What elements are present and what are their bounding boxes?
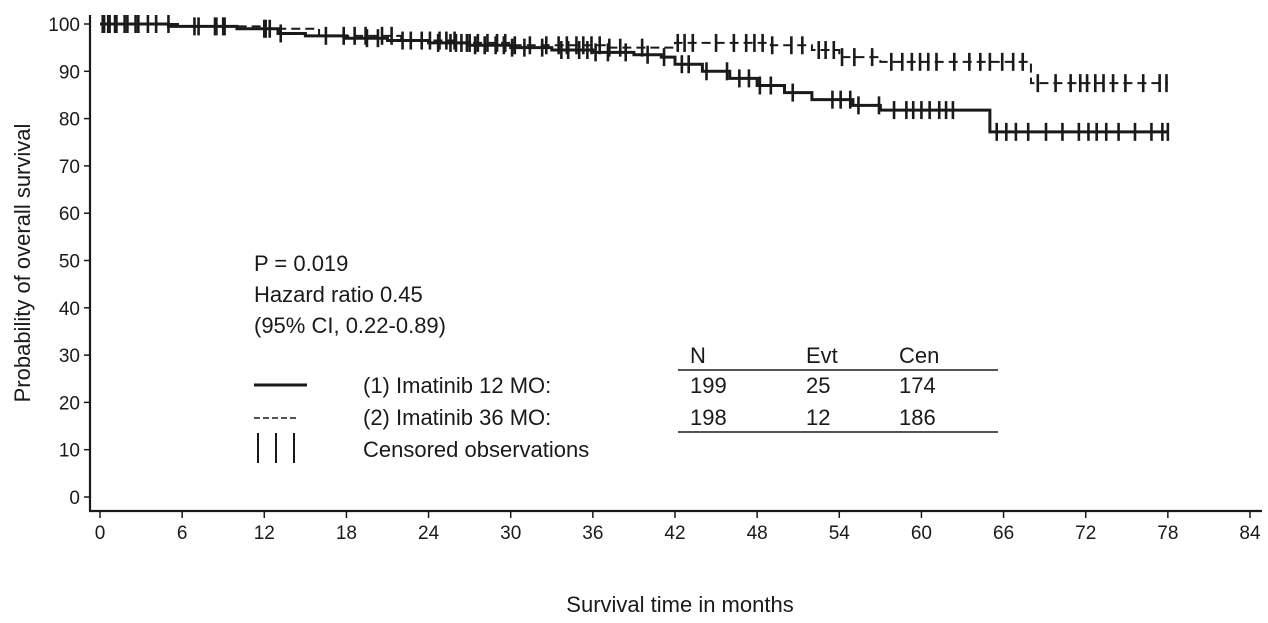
x-tick-label: 72: [1075, 523, 1096, 544]
hazard-ratio: Hazard ratio 0.45: [254, 282, 423, 307]
x-tick-label: 36: [582, 523, 603, 544]
x-ticks: 0 6 12 18 24 30 36 42 48 54 60 66 72 78 84: [95, 511, 1261, 544]
plot-area: [100, 15, 1170, 141]
y-ticks: 0 10 20 30 40 50 60 70 80 90 100: [48, 15, 90, 509]
series-layer: [100, 22, 1168, 134]
x-tick-label: 12: [254, 523, 275, 544]
y-tick-label: 70: [59, 157, 80, 178]
y-tick-label: 30: [59, 346, 80, 367]
table-cell: 186: [899, 405, 936, 430]
y-tick-label: 60: [59, 204, 80, 225]
survival-curve-1: [100, 22, 1168, 134]
x-tick-label: 84: [1239, 523, 1261, 544]
table-cell: 174: [899, 373, 936, 398]
table-cell: 25: [806, 373, 830, 398]
x-tick-label: 48: [747, 523, 768, 544]
x-tick-label: 18: [336, 523, 357, 544]
censor-layer: [101, 15, 1170, 141]
p-value: P = 0.019: [254, 251, 348, 276]
y-tick-label: 90: [59, 62, 80, 83]
legend-censored-label: Censored observations: [363, 437, 589, 462]
table-cell: 198: [690, 405, 727, 430]
axes-layer: 0 6 12 18 24 30 36 42 48 54 60 66 72 78 84 0 10 20 30 40 50…: [10, 15, 1262, 617]
y-tick-label: 40: [59, 299, 80, 320]
table-header-n: N: [690, 343, 706, 368]
table-cell: 199: [690, 373, 727, 398]
legend-series-2-label: (2) Imatinib 36 MO:: [363, 405, 551, 430]
legend-series-1-label: (1) Imatinib 12 MO:: [363, 373, 551, 398]
confidence-interval: (95% CI, 0.22-0.89): [254, 313, 446, 338]
x-tick-label: 66: [993, 523, 1014, 544]
y-tick-label: 100: [48, 15, 80, 36]
x-tick-label: 60: [911, 523, 932, 544]
table-cell: 12: [806, 405, 830, 430]
stats-annotation: P = 0.019 Hazard ratio 0.45 (95% CI, 0.2…: [254, 251, 446, 338]
x-tick-label: 42: [664, 523, 685, 544]
survival-curve-2: [100, 23, 1168, 85]
legend-censor-swatch: [257, 433, 295, 463]
y-tick-label: 10: [59, 441, 80, 462]
x-axis-label: Survival time in months: [566, 592, 793, 617]
y-tick-label: 80: [59, 110, 80, 131]
x-tick-label: 54: [829, 523, 851, 544]
x-tick-label: 24: [418, 523, 440, 544]
table-header-evt: Evt: [806, 343, 838, 368]
table-header-cen: Cen: [899, 343, 939, 368]
legend: (1) Imatinib 12 MO: (2) Imatinib 36 MO: …: [254, 373, 589, 463]
x-tick-label: 6: [177, 523, 188, 544]
y-axis-label: Probability of overall survival: [10, 124, 35, 403]
y-tick-label: 20: [59, 393, 80, 414]
y-tick-label: 0: [69, 488, 80, 509]
x-tick-label: 0: [95, 523, 106, 544]
summary-table: N Evt Cen 199 25 174 198 12 186: [678, 343, 998, 433]
x-tick-label: 30: [500, 523, 521, 544]
y-tick-label: 50: [59, 252, 80, 273]
x-tick-label: 78: [1157, 523, 1178, 544]
